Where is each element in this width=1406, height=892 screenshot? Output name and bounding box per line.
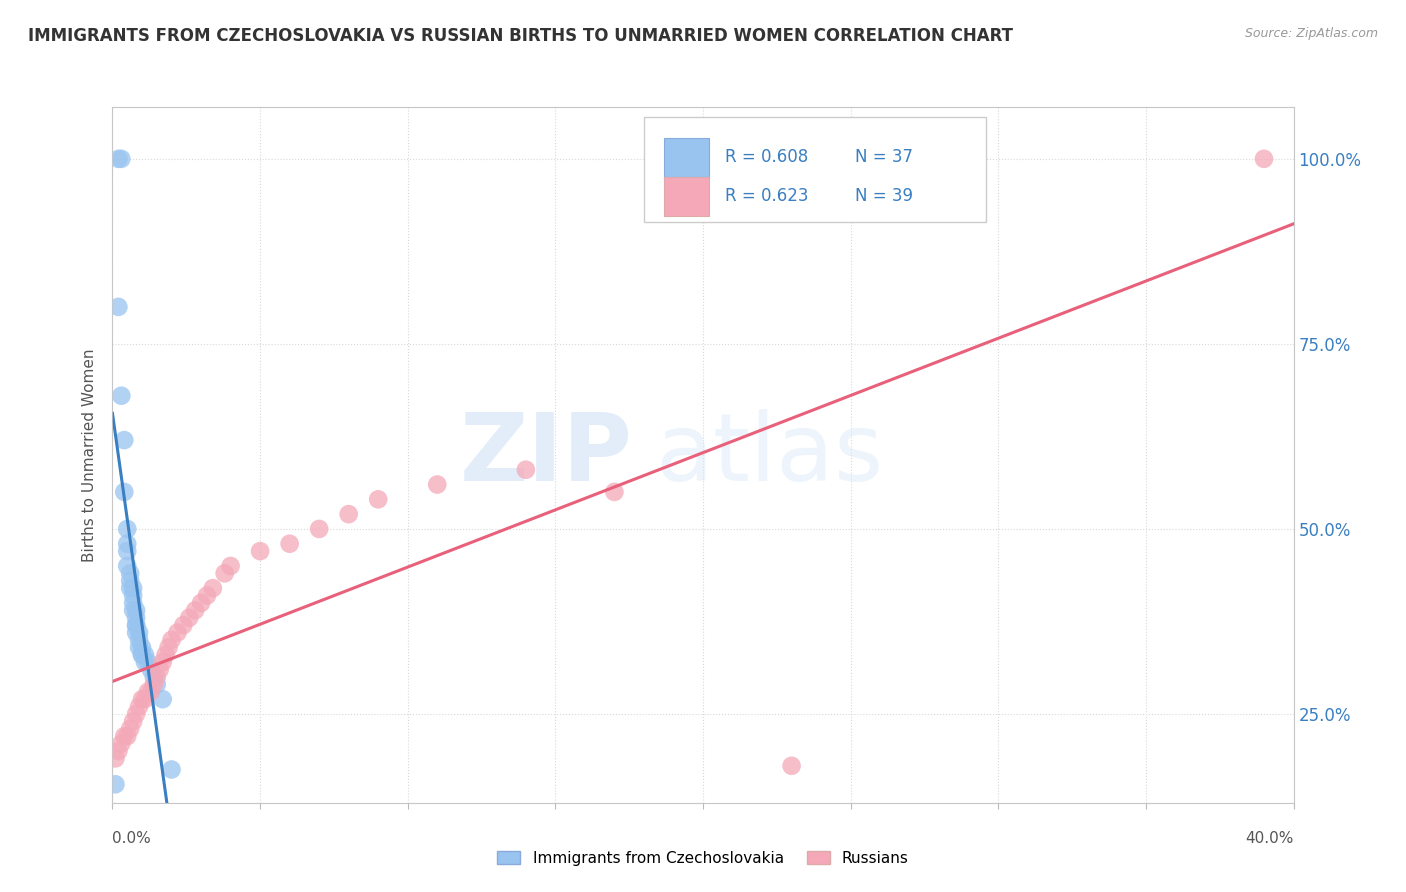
Text: atlas: atlas xyxy=(655,409,884,501)
Point xyxy=(122,581,145,595)
Point xyxy=(110,152,132,166)
Point xyxy=(131,648,153,662)
Point xyxy=(139,685,162,699)
Point xyxy=(160,763,183,777)
Point xyxy=(122,714,145,729)
Point xyxy=(308,522,330,536)
Point xyxy=(152,655,174,669)
Text: ZIP: ZIP xyxy=(460,409,633,501)
Point xyxy=(110,389,132,403)
Point xyxy=(128,640,150,655)
Point xyxy=(125,618,148,632)
Point xyxy=(107,300,129,314)
Point xyxy=(142,677,165,691)
Point xyxy=(120,722,142,736)
Text: R = 0.623: R = 0.623 xyxy=(725,187,808,205)
Point xyxy=(515,463,537,477)
Point xyxy=(166,625,188,640)
Point xyxy=(184,603,207,617)
Point xyxy=(278,537,301,551)
Point xyxy=(117,537,138,551)
Point xyxy=(367,492,389,507)
Point xyxy=(219,558,242,573)
Text: Source: ZipAtlas.com: Source: ZipAtlas.com xyxy=(1244,27,1378,40)
Point xyxy=(142,670,165,684)
Point xyxy=(112,433,135,447)
Point xyxy=(160,632,183,647)
Point xyxy=(117,558,138,573)
Point xyxy=(426,477,449,491)
Point xyxy=(195,589,218,603)
Point xyxy=(136,655,159,669)
Point xyxy=(190,596,212,610)
Point xyxy=(125,625,148,640)
Point xyxy=(172,618,194,632)
Point xyxy=(780,759,803,773)
Point xyxy=(146,677,169,691)
Point xyxy=(136,685,159,699)
Point xyxy=(201,581,224,595)
Text: IMMIGRANTS FROM CZECHOSLOVAKIA VS RUSSIAN BIRTHS TO UNMARRIED WOMEN CORRELATION : IMMIGRANTS FROM CZECHOSLOVAKIA VS RUSSIA… xyxy=(28,27,1014,45)
Text: N = 37: N = 37 xyxy=(855,148,914,167)
Point xyxy=(117,729,138,743)
Point xyxy=(117,544,138,558)
Point xyxy=(104,777,127,791)
Point xyxy=(134,692,156,706)
Point xyxy=(104,751,127,765)
Point xyxy=(1253,152,1275,166)
Point xyxy=(125,618,148,632)
Point xyxy=(122,589,145,603)
Legend: Immigrants from Czechoslovakia, Russians: Immigrants from Czechoslovakia, Russians xyxy=(491,845,915,871)
Point xyxy=(131,692,153,706)
Point xyxy=(152,692,174,706)
Point xyxy=(603,484,626,499)
Point xyxy=(112,729,135,743)
Point xyxy=(134,655,156,669)
Point xyxy=(149,663,172,677)
Point xyxy=(112,484,135,499)
Point xyxy=(110,737,132,751)
Text: N = 39: N = 39 xyxy=(855,187,914,205)
Text: R = 0.608: R = 0.608 xyxy=(725,148,808,167)
Point xyxy=(131,648,153,662)
Point xyxy=(120,574,142,588)
Point xyxy=(125,603,148,617)
Point xyxy=(128,632,150,647)
Point xyxy=(128,625,150,640)
Point xyxy=(155,648,177,662)
Point xyxy=(125,706,148,721)
Text: 0.0%: 0.0% xyxy=(112,830,152,846)
Point xyxy=(107,744,129,758)
Point xyxy=(128,699,150,714)
Point xyxy=(157,640,180,655)
Y-axis label: Births to Unmarried Women: Births to Unmarried Women xyxy=(82,348,97,562)
Point xyxy=(122,603,145,617)
Point xyxy=(122,596,145,610)
Point xyxy=(120,581,142,595)
Point xyxy=(131,640,153,655)
FancyBboxPatch shape xyxy=(644,118,987,222)
Point xyxy=(125,611,148,625)
FancyBboxPatch shape xyxy=(664,138,709,177)
Point xyxy=(179,611,201,625)
Point xyxy=(249,544,271,558)
Point xyxy=(146,670,169,684)
Point xyxy=(107,152,129,166)
Point xyxy=(117,522,138,536)
Point xyxy=(120,566,142,581)
Point xyxy=(337,507,360,521)
Point xyxy=(139,663,162,677)
Text: 40.0%: 40.0% xyxy=(1246,830,1294,846)
Point xyxy=(214,566,236,581)
Point xyxy=(134,648,156,662)
FancyBboxPatch shape xyxy=(664,178,709,216)
